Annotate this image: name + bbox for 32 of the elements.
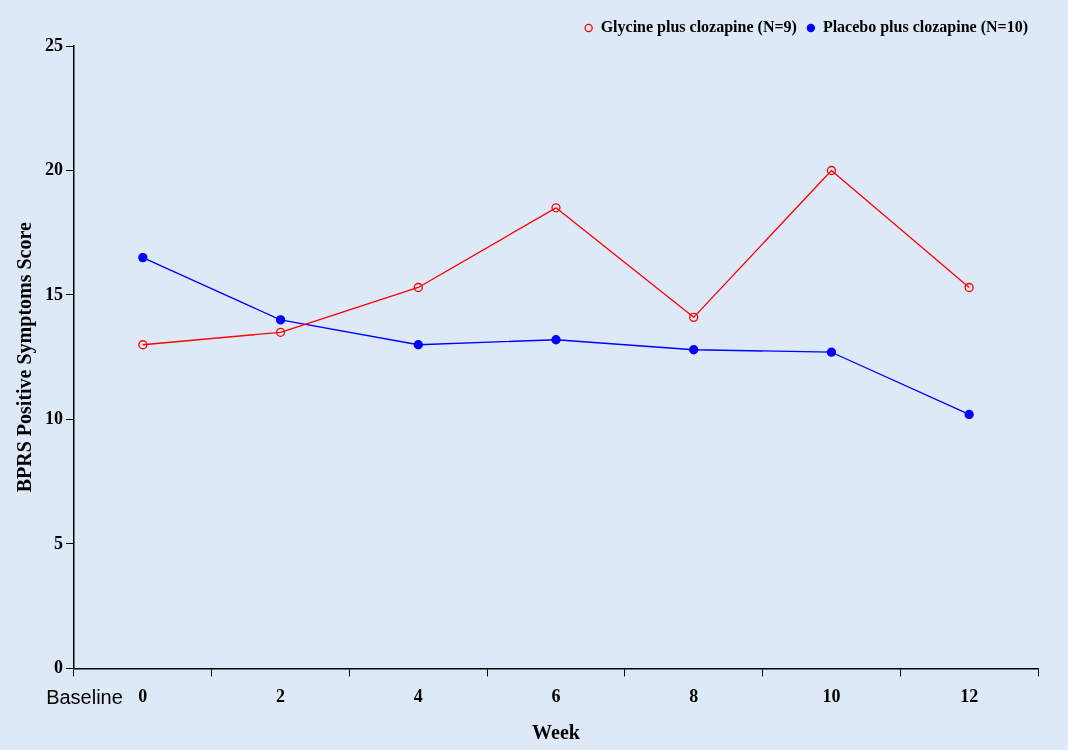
point bbox=[275, 327, 286, 337]
point bbox=[138, 340, 148, 350]
point bbox=[551, 203, 561, 213]
y-axis-title: BPRS Positive Symptoms Score bbox=[13, 221, 37, 493]
text: Baseline bbox=[46, 685, 123, 708]
x-tick-label: 4 bbox=[413, 685, 423, 706]
point bbox=[413, 282, 423, 293]
y-tick-label: 10 bbox=[45, 408, 63, 429]
point bbox=[964, 409, 974, 420]
point bbox=[138, 252, 148, 263]
point bbox=[275, 315, 286, 325]
y-tick-label: 0 bbox=[54, 657, 63, 678]
x-tick-label: 10 bbox=[822, 685, 841, 706]
x-tick-label: 8 bbox=[689, 685, 699, 706]
x-tick-label: 6 bbox=[551, 685, 561, 706]
y-tick-label: 25 bbox=[45, 34, 63, 55]
y-tick-label: 15 bbox=[45, 283, 63, 304]
point bbox=[964, 282, 974, 293]
legend-label: Placebo plus clozapine (N=10) bbox=[822, 18, 1028, 37]
x-tick-label: 12 bbox=[960, 685, 979, 706]
point bbox=[826, 165, 837, 176]
point bbox=[689, 345, 699, 355]
y-tick-label: 20 bbox=[45, 159, 63, 180]
y-tick-label: 5 bbox=[54, 532, 63, 553]
point bbox=[826, 347, 837, 357]
point bbox=[413, 340, 423, 350]
point bbox=[689, 312, 699, 323]
x-tick-label: 2 bbox=[276, 685, 286, 706]
x-axis-title: Week bbox=[532, 721, 581, 744]
point bbox=[551, 335, 561, 345]
legend-label: Glycine plus clozapine (N=9) bbox=[600, 18, 797, 37]
x-tick-label: 0 bbox=[138, 685, 148, 706]
